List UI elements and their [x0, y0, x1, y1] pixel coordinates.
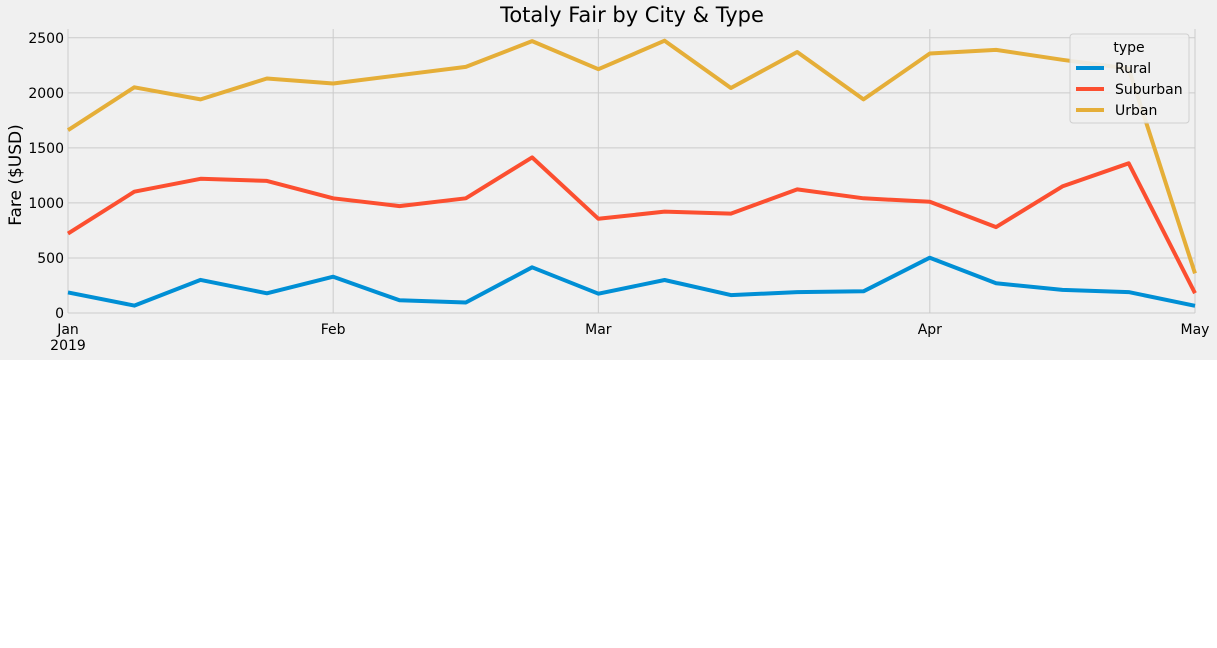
series-line-rural [67, 255, 1196, 308]
y-tick-label: 1000 [28, 196, 64, 212]
y-axis-ticks: 0 500 1000 1500 2000 2500 [28, 31, 64, 322]
y-tick-label: 2500 [28, 31, 64, 47]
chart-figure: 0 500 1000 1500 2000 2500 Jan 2019 Feb Mar Apr May… [0, 0, 1217, 360]
y-tick-label: 0 [55, 306, 64, 322]
series-line-suburban [66, 155, 1197, 295]
legend-items: Rural Suburban Urban [1076, 61, 1183, 119]
legend: type Rural Suburban Urban [1069, 33, 1190, 124]
y-tick-label: 500 [37, 251, 64, 267]
series-line-urban [66, 38, 1197, 275]
chart-title: Totaly Fair by City & Type [499, 3, 764, 27]
x-tick-label: Mar [585, 322, 612, 338]
x-tick-label: Feb [321, 322, 346, 338]
x-tick-label: May [1181, 322, 1210, 338]
legend-label-suburban: Suburban [1115, 82, 1183, 98]
x-tick-label: Apr [918, 322, 942, 338]
y-axis-label: Fare ($USD) [6, 124, 26, 226]
legend-title: type [1113, 40, 1144, 56]
x-tick-label: Jan [56, 322, 79, 338]
legend-label-rural: Rural [1115, 61, 1151, 77]
y-tick-label: 1500 [28, 141, 64, 157]
legend-box [1069, 33, 1190, 124]
x-tick-sublabel: 2019 [50, 338, 86, 354]
legend-label-urban: Urban [1115, 103, 1157, 119]
series-lines [66, 38, 1197, 308]
grid-lines [67, 29, 1196, 314]
y-tick-label: 2000 [28, 86, 64, 102]
